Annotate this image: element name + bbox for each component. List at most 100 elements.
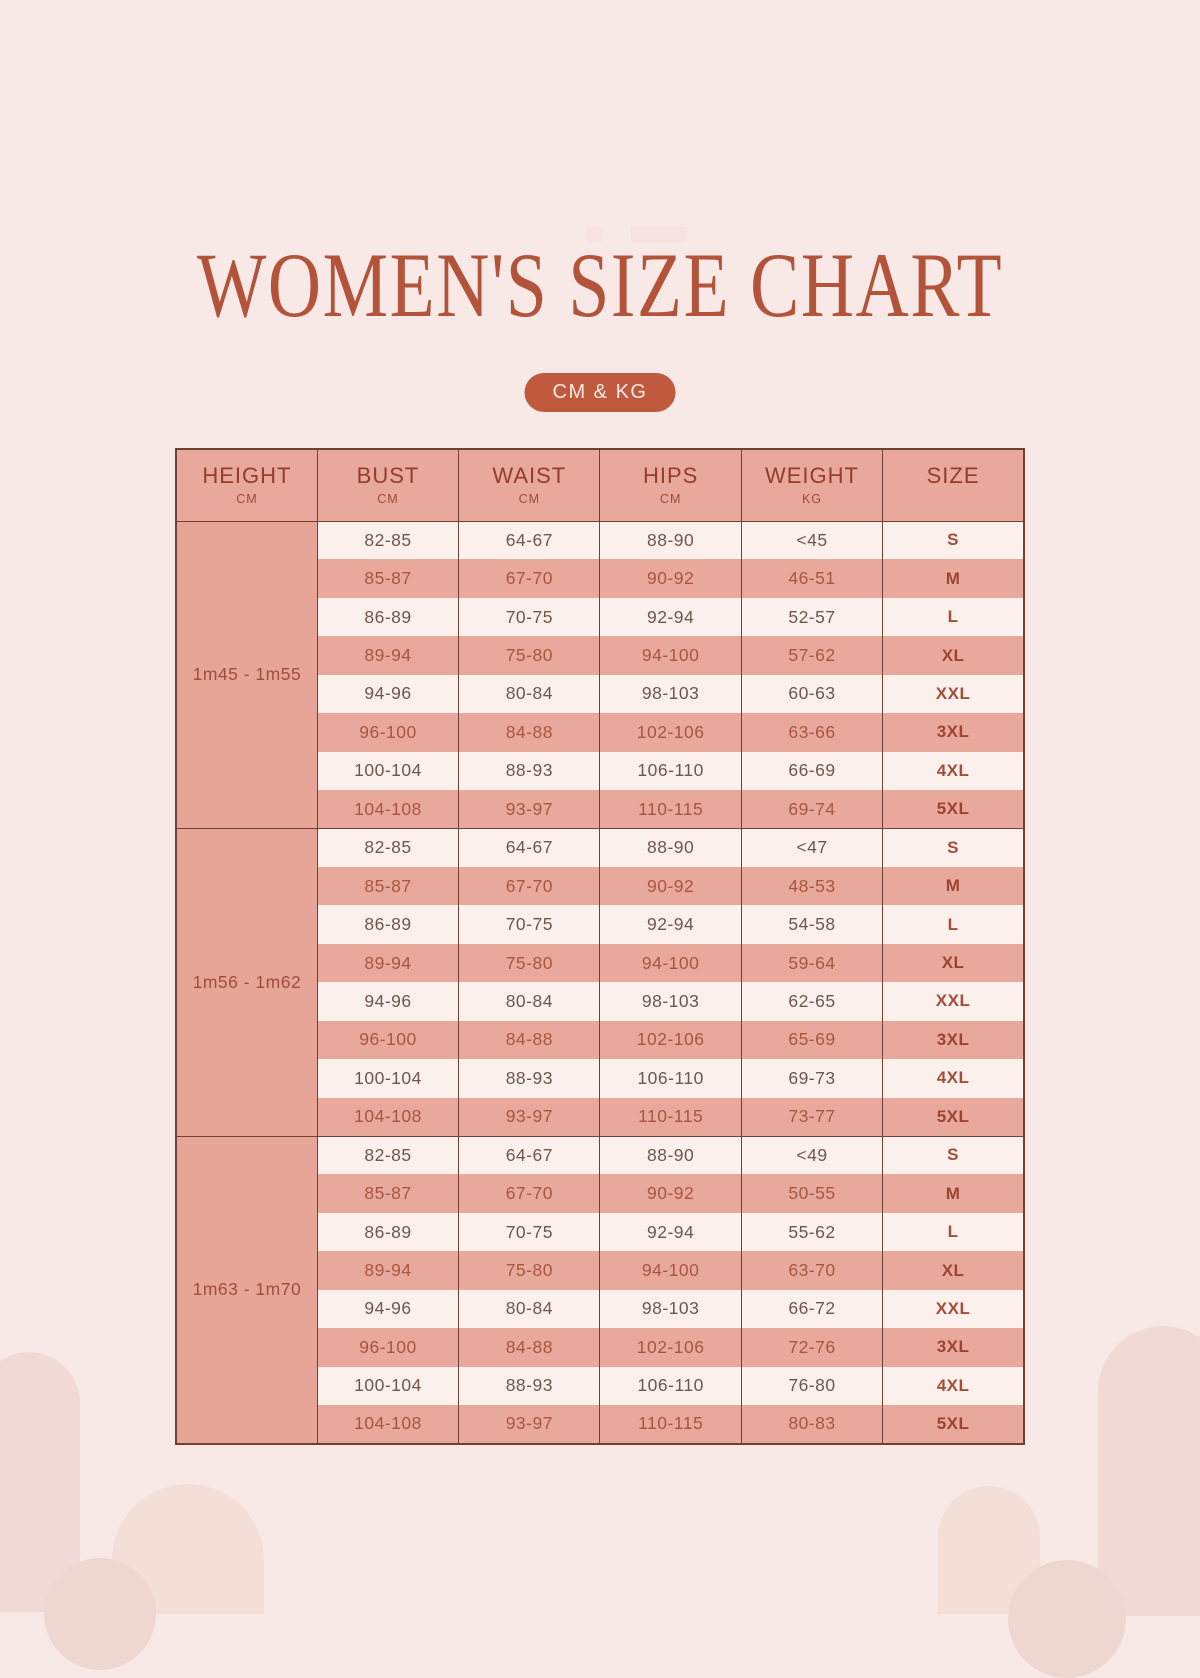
cell-hips: 98-103 — [599, 1289, 742, 1329]
cell-waist: 80-84 — [458, 674, 601, 714]
column-header-size: SIZE — [882, 449, 1025, 522]
cell-hips: 88-90 — [599, 520, 742, 560]
table-row: 86-89 70-75 92-94 52-57 L — [176, 597, 1025, 637]
cell-bust: 86-89 — [316, 597, 460, 637]
cell-bust: 94-96 — [316, 1289, 460, 1329]
cell-bust: 82-85 — [316, 1135, 460, 1175]
cell-bust: 86-89 — [316, 1212, 460, 1252]
cell-hips: 94-100 — [599, 943, 742, 983]
cell-size: M — [882, 1174, 1025, 1213]
cell-waist: 64-67 — [458, 827, 601, 867]
table-row: 100-104 88-93 106-110 76-80 4XL — [176, 1366, 1025, 1406]
cell-weight: 63-70 — [740, 1251, 884, 1290]
decor-circle-bottom-right — [1008, 1560, 1126, 1678]
cell-waist: 84-88 — [458, 713, 601, 752]
cell-weight: 54-58 — [740, 905, 884, 944]
decor-arch-bottom-right-tall — [1098, 1326, 1200, 1616]
cell-bust: 100-104 — [316, 751, 460, 791]
cell-hips: 102-106 — [599, 713, 742, 752]
table-row: 94-96 80-84 98-103 62-65 XXL — [176, 982, 1025, 1021]
cell-waist: 70-75 — [458, 597, 601, 637]
height-group-cell: 1m45 - 1m55 — [175, 520, 318, 829]
cell-hips: 110-115 — [599, 1405, 742, 1444]
cell-weight: 65-69 — [740, 1020, 884, 1060]
cell-weight: 46-51 — [740, 559, 884, 598]
cell-weight: 52-57 — [740, 597, 884, 637]
cell-bust: 96-100 — [316, 1328, 460, 1367]
column-header-waist: WAIST CM — [458, 449, 601, 522]
cell-weight: 72-76 — [740, 1328, 884, 1367]
table-row: 96-100 84-88 102-106 72-76 3XL — [176, 1328, 1025, 1367]
table-row: 104-108 93-97 110-115 80-83 5XL — [176, 1405, 1025, 1444]
cell-weight: <45 — [740, 520, 884, 560]
cell-hips: 90-92 — [599, 866, 742, 906]
column-header-hips: HIPS CM — [599, 449, 742, 522]
table-row: 85-87 67-70 90-92 46-51 M — [176, 559, 1025, 598]
page-title: WOMEN'S SIZE CHART — [196, 234, 1004, 336]
cell-weight: <49 — [740, 1135, 884, 1175]
cell-size: L — [882, 905, 1025, 944]
decor-faint-mark-right — [631, 227, 687, 242]
cell-weight: 73-77 — [740, 1097, 884, 1136]
cell-bust: 104-108 — [316, 1405, 460, 1444]
cell-size: XL — [882, 943, 1025, 983]
header-row: HEIGHT CM BUST CM WAIST CM HIPS CM WEIGH… — [175, 449, 1025, 522]
cell-bust: 96-100 — [316, 1020, 460, 1060]
cell-hips: 98-103 — [599, 982, 742, 1021]
table-row: 1m63 - 1m70 82-85 64-67 88-90 <49 S — [175, 1135, 1025, 1444]
table-row: 89-94 75-80 94-100 57-62 XL — [176, 636, 1025, 675]
table-row: 96-100 84-88 102-106 65-69 3XL — [176, 1020, 1025, 1060]
cell-waist: 70-75 — [458, 905, 601, 944]
cell-hips: 110-115 — [599, 790, 742, 829]
cell-waist: 88-93 — [458, 1059, 601, 1098]
cell-weight: 63-66 — [740, 713, 884, 752]
cell-weight: 66-69 — [740, 751, 884, 791]
cell-size: M — [882, 559, 1025, 598]
column-unit: CM — [377, 492, 399, 507]
table-row: 1m56 - 1m62 82-85 64-67 88-90 <47 S — [175, 827, 1025, 1136]
column-header-height: HEIGHT CM — [175, 449, 318, 522]
cell-size: XL — [882, 1251, 1025, 1290]
cell-waist: 67-70 — [458, 866, 601, 906]
cell-waist: 93-97 — [458, 1405, 601, 1444]
cell-waist: 80-84 — [458, 1289, 601, 1329]
cell-bust: 100-104 — [316, 1366, 460, 1406]
cell-hips: 94-100 — [599, 636, 742, 675]
cell-size: 5XL — [882, 790, 1025, 829]
table-row: 96-100 84-88 102-106 63-66 3XL — [176, 713, 1025, 752]
cell-weight: 50-55 — [740, 1174, 884, 1213]
table-row: 94-96 80-84 98-103 60-63 XXL — [176, 674, 1025, 714]
table-body: 1m45 - 1m55 82-85 64-67 88-90 <45 S 85-87 67-70… — [175, 520, 1025, 1444]
cell-bust: 89-94 — [316, 1251, 460, 1290]
decor-faint-mark-left — [586, 227, 603, 241]
cell-size: XL — [882, 636, 1025, 675]
cell-weight: 80-83 — [740, 1405, 884, 1444]
height-group-cell: 1m56 - 1m62 — [175, 828, 318, 1136]
cell-size: 3XL — [882, 1328, 1025, 1367]
column-label: HEIGHT — [202, 463, 292, 489]
table-row: 104-108 93-97 110-115 73-77 5XL — [176, 1097, 1025, 1136]
table-row: 100-104 88-93 106-110 66-69 4XL — [176, 751, 1025, 791]
column-header-weight: WEIGHT KG — [740, 449, 884, 522]
cell-bust: 86-89 — [316, 905, 460, 944]
cell-weight: 57-62 — [740, 636, 884, 675]
cell-size: 5XL — [882, 1097, 1025, 1136]
cell-weight: <47 — [740, 827, 884, 867]
cell-waist: 88-93 — [458, 1366, 601, 1406]
cell-bust: 85-87 — [316, 866, 460, 906]
size-chart-table: HEIGHT CM BUST CM WAIST CM HIPS CM WEIGH… — [175, 448, 1025, 1445]
cell-bust: 94-96 — [316, 674, 460, 714]
cell-waist: 75-80 — [458, 1251, 601, 1290]
cell-bust: 85-87 — [316, 559, 460, 598]
cell-size: 4XL — [882, 1366, 1025, 1406]
cell-waist: 67-70 — [458, 559, 601, 598]
cell-weight: 59-64 — [740, 943, 884, 983]
cell-hips: 102-106 — [599, 1328, 742, 1367]
cell-hips: 92-94 — [599, 1212, 742, 1252]
cell-waist: 93-97 — [458, 1097, 601, 1136]
cell-size: S — [882, 827, 1025, 867]
cell-bust: 85-87 — [316, 1174, 460, 1213]
cell-hips: 90-92 — [599, 1174, 742, 1213]
cell-hips: 94-100 — [599, 1251, 742, 1290]
cell-waist: 64-67 — [458, 520, 601, 560]
